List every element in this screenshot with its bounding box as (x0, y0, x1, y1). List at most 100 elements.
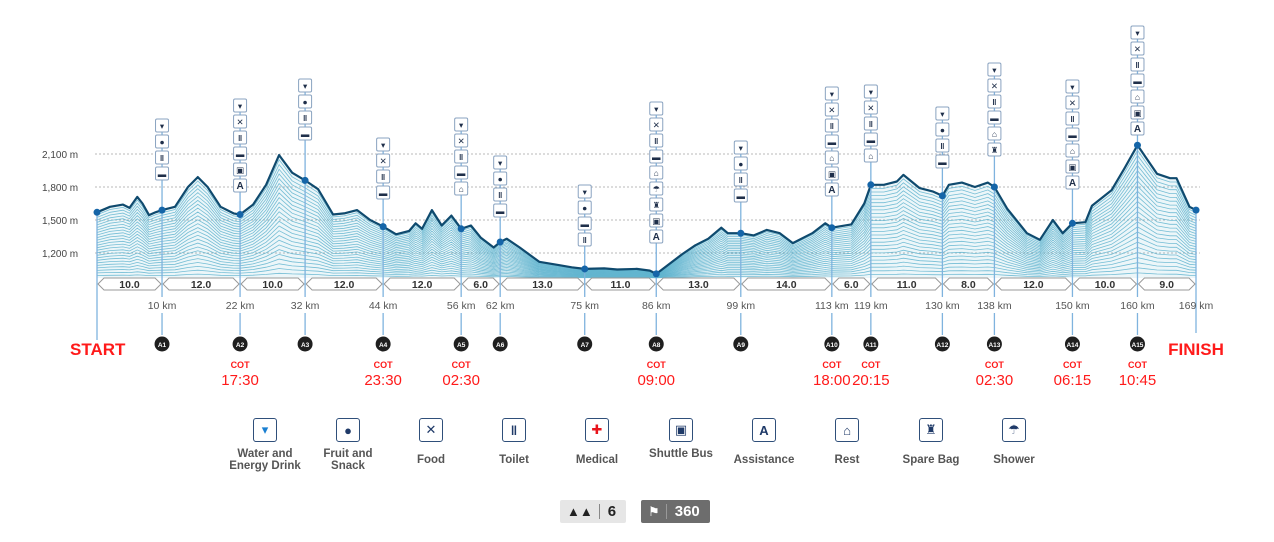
toilet-icon: ǁ (502, 418, 526, 442)
station-id: A13 (988, 342, 1000, 349)
ambulance-icon: ▬ (457, 168, 466, 178)
aid-station-a8: ▾ ✕ ǁ ▬ ⌂ ☂ ♜ ▣ A 86 km A8 COT 09:00 (637, 101, 675, 389)
segment-bar (994, 277, 1073, 291)
fruit-icon-box (298, 94, 313, 109)
km-label: 130 km (925, 300, 960, 312)
cup-icon-box (1065, 79, 1080, 94)
cup-icon-box (376, 137, 391, 152)
station-marker (1133, 141, 1141, 149)
station-marker (301, 176, 309, 184)
station-id: A7 (581, 342, 590, 349)
ambulance-icon: ▬ (828, 137, 837, 147)
legend-label: Food (416, 454, 446, 466)
toilet-icon: ǁ (1070, 114, 1074, 124)
toilet-icon-box (1065, 111, 1080, 126)
profile-hatching (96, 149, 1197, 279)
aid-station-a3: ▾ ● ǁ ▬ 32 km A3 (291, 78, 320, 352)
profile-area (97, 145, 1196, 278)
aid-station-a2: ▾ ✕ ǁ ▬ ▣ A 22 km A2 COT 17:30 (221, 98, 259, 389)
station-id: A11 (865, 342, 877, 349)
toilet-icon-box (376, 169, 391, 184)
cup-icon-box (577, 184, 592, 199)
km-label: 32 km (291, 300, 320, 312)
bed-icon: ⌂ (654, 168, 659, 178)
toilet-icon: ǁ (238, 133, 242, 143)
station-marker (236, 211, 244, 218)
segment-distance: 12.0 (412, 279, 433, 291)
bed-icon-box (649, 165, 664, 180)
ambulance-icon-box (298, 126, 313, 141)
ambulance-icon-box (733, 188, 748, 203)
km-label: 44 km (369, 300, 398, 312)
bag-icon-box (649, 197, 664, 212)
fork-knife-icon: ✕ (1134, 44, 1141, 54)
cot-time: 02:30 (442, 372, 480, 389)
bus-icon: ▣ (828, 169, 836, 179)
fruit-icon-box (935, 122, 950, 137)
ambulance-icon: ▬ (580, 219, 589, 229)
legend-label: Shower (993, 454, 1035, 466)
segment-distance: 10.0 (119, 279, 140, 291)
segment-bar (741, 277, 832, 291)
bed-icon: ⌂ (1135, 92, 1140, 102)
ambulance-icon: ▬ (652, 152, 661, 162)
bed-icon: ⌂ (1070, 146, 1075, 156)
legend-item-spare-bag: ♜ Spare Bag (889, 418, 973, 466)
ambulance-icon-box (577, 216, 592, 231)
y-tick-label: 1,200 m (42, 249, 78, 260)
cot-time: 20:15 (852, 372, 890, 389)
station-marker (496, 238, 504, 246)
km-label: 160 km (1120, 300, 1155, 312)
cot-time: 18:00 (813, 372, 851, 389)
station-id: A1 (158, 342, 167, 349)
bus-icon-box (824, 166, 839, 181)
aid-station-a14: ▾ ✕ ǁ ▬ ⌂ ▣ A 150 km A14 COT 06:15 (1054, 79, 1091, 389)
cup-icon-box (298, 78, 313, 93)
bed-icon-box (454, 181, 469, 196)
cot-label: COT (822, 360, 842, 370)
ambulance-icon: ✚ (585, 418, 609, 442)
cot-label: COT (374, 360, 394, 370)
station-marker (828, 224, 836, 232)
segment-distance: 6.0 (844, 279, 859, 291)
station-id: A9 (737, 342, 746, 349)
segment-bar (461, 277, 500, 291)
station-id: A10 (826, 342, 838, 349)
y-tick-label: 1,800 m (42, 183, 78, 194)
ambulance-icon: ▬ (379, 188, 388, 198)
segment-bar (240, 277, 305, 291)
start-marker (93, 208, 101, 216)
bus-icon-box (233, 162, 248, 177)
bus-icon: ▣ (669, 418, 693, 442)
station-marker (457, 225, 465, 233)
km-label: 56 km (447, 300, 476, 312)
segment-distance: 11.0 (611, 279, 631, 291)
toilet-icon: ǁ (160, 153, 164, 163)
aid-station-a6: ▾ ● ǁ ▬ 62 km A6 (486, 155, 515, 352)
aid-station-a5: ▾ ✕ ǁ ▬ ⌂ 56 km A5 COT 02:30 (442, 117, 480, 389)
segment-bar (942, 277, 995, 291)
km-label: 150 km (1055, 300, 1090, 312)
cot-time: 02:30 (976, 372, 1014, 389)
fruit-icon: ● (582, 203, 587, 213)
toilet-icon: ǁ (381, 172, 385, 182)
segment-distance: 11.0 (897, 279, 917, 291)
assistance-icon: A (653, 232, 660, 243)
cup-icon-box (493, 155, 508, 170)
cup-icon: ▾ (1070, 82, 1075, 92)
aid-station-a15: ▾ ✕ ǁ ▬ ⌂ ▣ A 160 km A15 COT 10:45 (1119, 25, 1156, 389)
cot-time: 23:30 (364, 372, 402, 389)
assistance-icon-box (233, 178, 248, 193)
ambulance-icon-box (649, 149, 664, 164)
cup-icon: ▾ (1135, 28, 1140, 38)
bus-icon-box (1130, 105, 1145, 120)
toilet-icon-box (863, 116, 878, 131)
profile-line (96, 144, 1197, 275)
station-marker (581, 265, 589, 273)
aid-station-a13: ▾ ✕ ǁ ▬ ⌂ ♜ 138 km A13 COT 02:30 (976, 62, 1014, 389)
cot-label: COT (1128, 360, 1148, 370)
hatch-line (96, 246, 1197, 278)
segment-bar (585, 277, 656, 291)
fork-knife-icon-box (1130, 41, 1145, 56)
cup-icon-box (454, 117, 469, 132)
